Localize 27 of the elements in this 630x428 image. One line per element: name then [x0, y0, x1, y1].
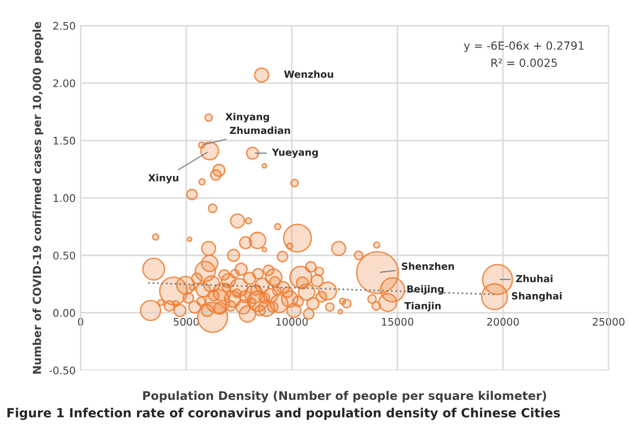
- annotation: Tianjin: [404, 302, 441, 312]
- annotation: Shanghai: [512, 292, 562, 302]
- x-tick-label: 10000: [276, 318, 308, 326]
- x-tick-label: 15000: [382, 318, 414, 326]
- x-tick-label: 20000: [487, 318, 519, 326]
- annotation: Wenzhou: [284, 70, 334, 78]
- annotation: Zhuhai: [516, 274, 552, 282]
- y-tick-label: 1.00: [54, 194, 76, 202]
- annotation: y = -6E-06x + 0.2791: [464, 41, 584, 52]
- annotation: Yueyang: [272, 148, 318, 158]
- x-tick-label: 25000: [592, 318, 624, 326]
- x-tick-label: 0: [78, 318, 84, 326]
- x-axis-title: Population Density (Number of people per square kilometer): [143, 390, 546, 402]
- y-tick-label: -0.50: [49, 366, 76, 374]
- y-axis-title: Number of COVID-19 confirmed cases per 10,000 people: [32, 22, 44, 374]
- y-tick-label: 0.00: [53, 309, 76, 317]
- annotation: Xinyang: [225, 112, 269, 122]
- annotation: Beijing: [407, 285, 444, 295]
- annotation: R² = 0.0025: [491, 58, 557, 68]
- y-tick-label: 1.50: [54, 136, 76, 145]
- annotation: Zhumadian: [230, 126, 290, 134]
- text: Figure 1 Infection rate of coronavirus and population density of Chinese Cities: [7, 408, 560, 420]
- annotation: Xinyu: [148, 174, 178, 184]
- annotation: Shenzhen: [402, 262, 454, 270]
- y-tick-label: 2.00: [53, 79, 76, 88]
- y-tick-label: 0.50: [53, 252, 76, 260]
- y-tick-label: 2.50: [53, 22, 76, 30]
